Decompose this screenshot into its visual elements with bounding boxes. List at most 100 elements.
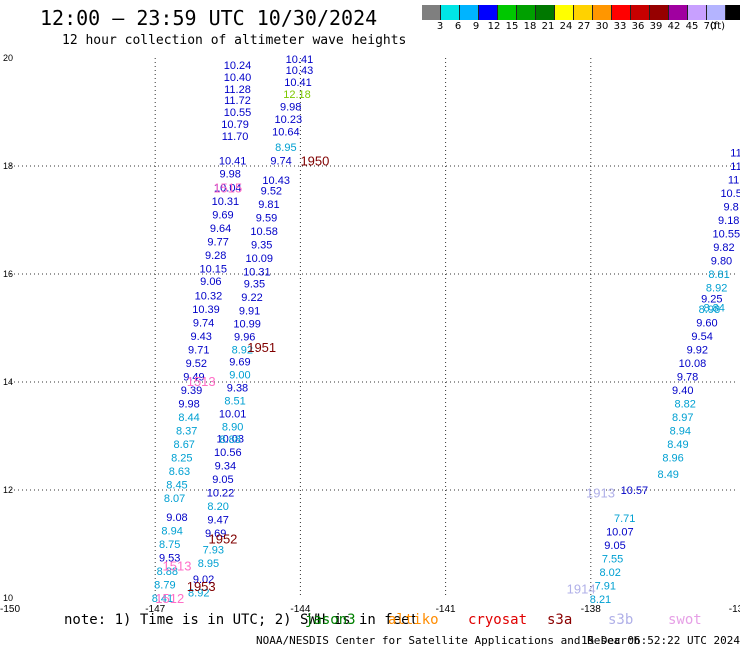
wave-height-value: 10.5 (720, 188, 740, 200)
wave-height-value: 9.69 (212, 210, 233, 222)
wave-height-value: 10.04 (214, 183, 242, 195)
wave-height-value: 8.96 (662, 453, 683, 465)
wave-height-value: 9.8 (724, 202, 739, 214)
color-swatch (422, 5, 441, 20)
wave-height-value: 8.49 (658, 469, 679, 481)
wave-height-value: 8.94 (161, 526, 182, 538)
wave-height-value: 10.24 (224, 60, 252, 72)
wave-height-value: 9.22 (241, 292, 262, 304)
wave-height-value: 9.77 (207, 237, 228, 249)
wave-height-value: 8.02 (599, 567, 620, 579)
wave-height-value: 8.88 (157, 566, 178, 578)
wave-height-value: 9.52 (186, 358, 207, 370)
pass-time-label: 1951 (247, 340, 276, 355)
wave-height-value: 10.99 (233, 319, 261, 331)
y-tick-label: 18 (3, 161, 13, 171)
pass-time-label: 1513 (163, 559, 192, 574)
wave-height-value: 8.44 (178, 412, 199, 424)
wave-height-value: 7.91 (595, 581, 616, 593)
wave-height-value: 9.69 (205, 528, 226, 540)
wave-height-value: 8.37 (176, 426, 197, 438)
wave-height-value: 9.81 (258, 199, 279, 211)
color-scale-label: 9 (472, 21, 480, 32)
wave-height-value: 9.53 (159, 553, 180, 565)
wave-height-value: 9.28 (205, 250, 226, 262)
satellite-legend-item: altiko (388, 612, 439, 628)
wave-height-value: 9.25 (701, 293, 722, 305)
color-scale-label: 21 (541, 21, 555, 32)
wave-height-value: 8.82 (674, 399, 695, 411)
page-subtitle: 12 hour collection of altimeter wave hei… (62, 33, 407, 48)
color-swatch (536, 5, 555, 20)
wave-height-value: 10.40 (224, 72, 252, 84)
wave-height-value: 10.43 (262, 175, 290, 187)
wave-height-value: 9.39 (181, 385, 202, 397)
wave-height-value: 10.57 (621, 485, 649, 497)
footer-credit: NOAA/NESDIS Center for Satellite Applica… (256, 634, 641, 647)
color-swatch (612, 5, 631, 20)
wave-height-value: 10.41 (284, 77, 312, 89)
wave-height-value: 8.07 (164, 493, 185, 505)
wave-height-value: 10.09 (245, 253, 273, 265)
y-tick-label: 20 (3, 53, 13, 63)
wave-height-value: 9.49 (183, 372, 204, 384)
color-scale-label: 27 (577, 21, 591, 32)
color-swatch (460, 5, 479, 20)
wave-height-value: 7.93 (203, 544, 224, 556)
wave-height-value: 8.88 (220, 434, 241, 446)
wave-height-value: 7.55 (602, 554, 623, 566)
wave-height-value: 7.71 (614, 513, 635, 525)
wave-height-value: 8.95 (275, 142, 296, 154)
color-scale-label: 12 (487, 21, 501, 32)
wave-height-value: 10.31 (243, 266, 271, 278)
satellite-legend-item: s3b (608, 612, 634, 628)
wave-height-value: 9.78 (677, 372, 698, 384)
footer-note: note: 1) Time is in UTC; 2) SWH is in fe… (64, 612, 419, 628)
wave-height-value: 9.71 (188, 345, 209, 357)
x-tick-label: -138 (581, 604, 601, 615)
color-scale-label: 30 (595, 21, 609, 32)
color-scale-label: 24 (559, 21, 573, 32)
wave-height-value: 9.98 (280, 102, 301, 114)
color-swatch (517, 5, 536, 20)
wave-height-value: 9.08 (166, 512, 187, 524)
color-swatch (479, 5, 498, 20)
pass-time-label: 1950 (300, 154, 329, 169)
satellite-legend-item: swot (668, 612, 702, 628)
wave-height-value: 9.91 (239, 306, 260, 318)
wave-height-value: 9.00 (229, 369, 250, 381)
wave-height-value: 10.32 (195, 291, 223, 303)
color-swatch (650, 5, 669, 20)
wave-height-value: 8.21 (590, 594, 611, 606)
wave-height-value: 9.59 (256, 212, 277, 224)
wave-height-value: 9.35 (244, 279, 265, 291)
wave-height-value: 9.02 (193, 574, 214, 586)
wave-height-value: 9.74 (270, 156, 291, 168)
wave-height-value: 9.18 (718, 215, 739, 227)
wave-height-value: 9.40 (672, 385, 693, 397)
color-scale-label: 6 (454, 21, 462, 32)
wave-height-value: 11 (730, 161, 740, 173)
wave-height-value: 8.92 (232, 345, 253, 357)
x-tick-label: -141 (436, 604, 456, 615)
wave-height-value: 10.41 (219, 156, 247, 168)
color-scale-label: 3 (436, 21, 444, 32)
wave-height-value: 9.98 (178, 399, 199, 411)
wave-height-value: 11.28 (224, 84, 251, 96)
color-scale-unit: (ft) (710, 21, 726, 32)
color-scale-label: 36 (631, 21, 645, 32)
color-swatch (707, 5, 726, 20)
wave-height-value: 9.34 (215, 461, 236, 473)
pass-time-label: 1952 (208, 532, 237, 547)
wave-height-value: 8.90 (222, 421, 243, 433)
wave-height-value: 8.97 (672, 412, 693, 424)
wave-height-value: 8.67 (174, 439, 195, 451)
pass-time-label: 1513 (187, 374, 216, 389)
pass-time-label: 1914 (567, 581, 596, 596)
y-tick-label: 12 (3, 485, 13, 495)
pass-time-label: 1512 (155, 591, 184, 606)
wave-height-value: 8.25 (171, 453, 192, 465)
color-swatch (593, 5, 612, 20)
satellite-legend-item: cryosat (468, 612, 528, 628)
